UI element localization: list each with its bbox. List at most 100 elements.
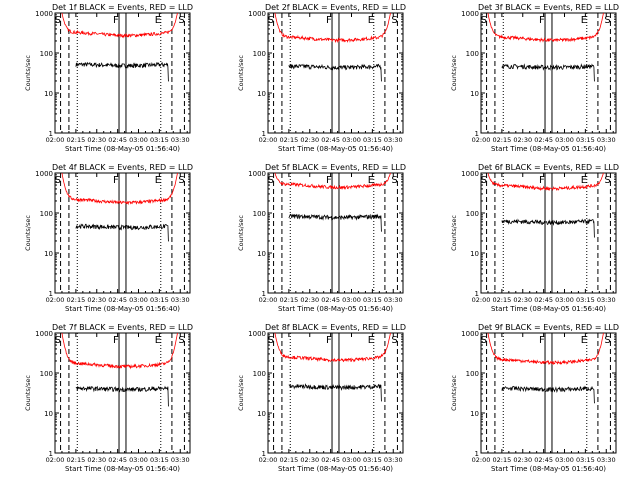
x-tick-label: 03:30 <box>384 136 403 144</box>
x-tick-label: 03:30 <box>597 296 616 304</box>
event-marker-label: S <box>481 335 487 346</box>
series-line-lld <box>61 13 178 39</box>
panel-det-1: Det 1f BLACK = Events, RED = LLD 1 10 100 10… <box>24 3 193 153</box>
x-tick-label: 02:45 <box>108 136 127 144</box>
x-tick-label: 03:30 <box>384 456 403 464</box>
plot-frame <box>480 12 617 134</box>
event-marker-label: S <box>604 15 610 26</box>
x-axis-label: Start Time (08-May-05 01:56:40) <box>278 305 393 313</box>
x-tick-label: 02:00 <box>259 136 278 144</box>
x-tick-label: 03:00 <box>342 136 361 144</box>
x-tick-label: 03:00 <box>555 456 574 464</box>
series-line-lld <box>274 13 391 43</box>
y-tick-label: 1000 <box>248 10 266 18</box>
x-tick-label: 03:30 <box>597 136 616 144</box>
x-tick-label: 03:00 <box>555 136 574 144</box>
plot-frame <box>480 172 617 294</box>
y-tick-label: 100 <box>253 50 266 58</box>
x-tick-label: 03:15 <box>576 136 595 144</box>
panel-title: Det 2f BLACK = Events, RED = LLD <box>265 3 406 12</box>
x-axis-label: Start Time (08-May-05 01:56:40) <box>65 145 180 153</box>
event-marker-label: S <box>178 175 184 186</box>
y-tick-label: 1000 <box>461 330 479 338</box>
y-tick-label: 1000 <box>35 330 53 338</box>
y-tick-label: 1000 <box>461 170 479 178</box>
event-marker-label: S <box>481 175 487 186</box>
x-tick-label: 02:45 <box>108 296 127 304</box>
x-tick-label: 02:15 <box>493 136 512 144</box>
panel-title: Det 1f BLACK = Events, RED = LLD <box>52 3 193 12</box>
panel-det-5: Det 5f BLACK = Events, RED = LLD 1 10 100 10… <box>237 163 406 313</box>
plot-frame <box>267 12 404 134</box>
y-tick-label: 1000 <box>35 10 53 18</box>
event-marker-label: S <box>481 15 487 26</box>
series-line-events <box>501 63 595 82</box>
x-tick-label: 02:45 <box>321 296 340 304</box>
event-marker-label: S <box>178 15 184 26</box>
event-marker-label: E <box>581 335 587 346</box>
x-tick-label: 03:30 <box>384 296 403 304</box>
x-tick-label: 02:30 <box>513 136 532 144</box>
panel-title: Det 8f BLACK = Events, RED = LLD <box>265 323 406 332</box>
x-tick-label: 03:00 <box>555 296 574 304</box>
panel-title: Det 4f BLACK = Events, RED = LLD <box>52 163 193 172</box>
x-tick-label: 02:00 <box>46 136 65 144</box>
y-tick-label: 1 <box>262 450 266 458</box>
series-line-lld <box>487 13 604 43</box>
panel-det-8: Det 8f BLACK = Events, RED = LLD 1 10 100 10… <box>237 323 406 473</box>
panel-title: Det 6f BLACK = Events, RED = LLD <box>478 163 619 172</box>
event-marker-label: S <box>178 335 184 346</box>
y-tick-label: 100 <box>253 370 266 378</box>
x-axis-label: Start Time (08-May-05 01:56:40) <box>491 305 606 313</box>
panel-title: Det 3f BLACK = Events, RED = LLD <box>478 3 619 12</box>
series-line-lld <box>487 333 604 366</box>
panel-det-4: Det 4f BLACK = Events, RED = LLD 1 10 100 10… <box>24 163 193 313</box>
event-marker-label: S <box>604 335 610 346</box>
series-line-events <box>501 218 595 238</box>
event-marker-label: S <box>55 175 61 186</box>
panel-det-3: Det 3f BLACK = Events, RED = LLD 1 10 100 10… <box>450 3 619 153</box>
y-axis-label: Counts/sec <box>237 55 245 91</box>
x-tick-label: 02:45 <box>108 456 127 464</box>
y-tick-label: 10 <box>44 90 53 98</box>
x-axis-label: Start Time (08-May-05 01:56:40) <box>278 145 393 153</box>
event-marker-label: E <box>368 175 374 186</box>
event-marker-label: F <box>113 15 119 26</box>
x-tick-label: 02:00 <box>259 296 278 304</box>
x-tick-label: 03:00 <box>342 456 361 464</box>
event-marker-label: F <box>113 175 119 186</box>
x-tick-label: 03:15 <box>576 456 595 464</box>
x-tick-label: 03:30 <box>597 456 616 464</box>
x-axis-label: Start Time (08-May-05 01:56:40) <box>491 465 606 473</box>
y-axis-label: Counts/sec <box>450 55 458 91</box>
series-line-lld <box>487 173 604 192</box>
x-tick-label: 02:45 <box>321 456 340 464</box>
y-tick-label: 10 <box>257 90 266 98</box>
panel-det-6: Det 6f BLACK = Events, RED = LLD 1 10 100 10… <box>450 163 619 313</box>
y-tick-label: 1 <box>49 290 53 298</box>
x-tick-label: 02:00 <box>472 296 491 304</box>
x-tick-label: 02:00 <box>259 456 278 464</box>
y-tick-label: 100 <box>466 210 479 218</box>
event-marker-label: F <box>539 175 545 186</box>
y-tick-label: 1 <box>49 130 53 138</box>
x-tick-label: 02:30 <box>300 456 319 464</box>
x-tick-label: 03:15 <box>363 136 382 144</box>
y-tick-label: 1 <box>475 450 479 458</box>
event-marker-label: E <box>368 335 374 346</box>
x-tick-label: 02:15 <box>493 296 512 304</box>
y-axis-label: Counts/sec <box>24 375 32 411</box>
y-tick-label: 10 <box>470 410 479 418</box>
x-tick-label: 02:15 <box>280 296 299 304</box>
event-marker-label: E <box>581 175 587 186</box>
x-tick-label: 02:30 <box>87 296 106 304</box>
x-tick-label: 03:15 <box>363 296 382 304</box>
x-tick-label: 02:00 <box>472 136 491 144</box>
x-tick-label: 02:15 <box>280 136 299 144</box>
event-marker-label: F <box>113 335 119 346</box>
y-axis-label: Counts/sec <box>237 375 245 411</box>
event-marker-label: F <box>326 335 332 346</box>
event-marker-label: E <box>581 15 587 26</box>
y-tick-label: 10 <box>470 250 479 258</box>
panel-title: Det 7f BLACK = Events, RED = LLD <box>52 323 193 332</box>
